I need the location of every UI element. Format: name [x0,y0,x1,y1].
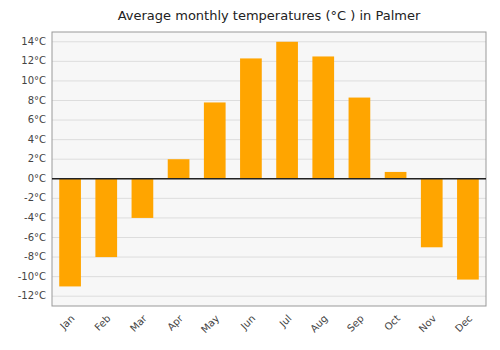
bar [168,159,190,179]
y-tick-label: -12°C [18,290,46,301]
y-tick-label: 4°C [28,134,46,145]
chart-container: -12°C -10°C -8°C -6°C -4°C -2°C 0°C 2°C 4°C 6°C 8°… [0,0,500,350]
bars [59,42,479,287]
grid-line [52,159,486,160]
zero-line [52,178,486,180]
x-tick-label: Mar [128,312,150,334]
bar [95,179,117,257]
x-tick-label: Aug [308,313,330,335]
bar [59,179,81,287]
y-tick-label: 8°C [28,95,46,106]
grid-line [52,80,486,81]
plot-background [52,32,486,306]
x-tick-label: Jun [238,313,258,333]
y-tick-label: 0°C [28,173,46,184]
bar [276,42,298,179]
x-tick-label: Dec [453,313,474,334]
bar [349,98,371,179]
grid-line [52,41,486,42]
x-tick-label: May [199,313,221,335]
y-tick-label: 6°C [28,114,46,125]
bar [457,179,479,280]
bar [240,58,262,178]
grid-line [52,100,486,101]
bar [132,179,154,218]
y-tick-label: -8°C [24,251,46,262]
plot-frame [52,32,486,306]
x-tick-label: Jul [277,313,294,330]
y-tick-label: 14°C [21,36,46,47]
x-tick-label: Oct [382,313,402,333]
chart-svg: -12°C -10°C -8°C -6°C -4°C -2°C 0°C 2°C 4°C 6°C 8°… [0,0,500,350]
grid-line [52,61,486,62]
y-tick-label: -2°C [24,192,46,203]
grid-line [52,178,486,179]
y-tick-label: -6°C [24,232,46,243]
bar [385,172,407,179]
chart-title: Average monthly temperatures (°C ) in Pa… [118,8,421,23]
grid-line [52,139,486,140]
y-tick-label: 10°C [21,75,46,86]
x-tick-label: Jan [57,313,76,332]
bar [312,56,334,178]
grid-line [52,276,486,277]
x-tick-label: Feb [92,313,112,333]
x-tick-label: Sep [345,313,366,334]
y-tick-label: -10°C [18,271,46,282]
y-tick-label: 2°C [28,153,46,164]
y-tick-label: 12°C [21,55,46,66]
grid-line [52,120,486,121]
y-tick-label: -4°C [24,212,46,223]
x-tick-label: Nov [417,313,439,335]
bar [204,102,226,178]
grid-line [52,296,486,297]
x-tick-label: Apr [165,312,186,333]
bar [421,179,443,248]
